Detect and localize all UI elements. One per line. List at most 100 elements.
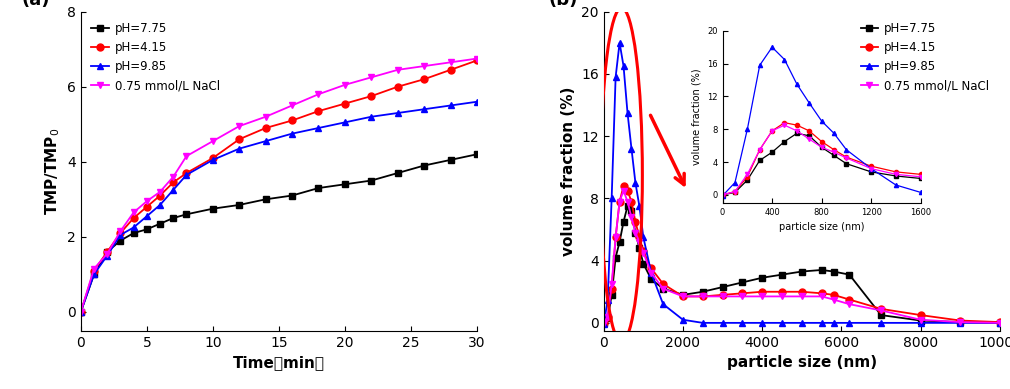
pH=9.85 — [207, 158, 219, 162]
pH=7.75 — [602, 316, 614, 321]
pH=7.75 — [181, 212, 193, 217]
pH=4.15 — [610, 235, 622, 240]
pH=7.75 — [645, 277, 658, 282]
pH=7.75 — [629, 230, 641, 235]
pH=7.75 — [613, 240, 625, 244]
Line: pH=4.15: pH=4.15 — [78, 57, 481, 315]
0.75 mmol/L NaCl — [260, 114, 272, 119]
pH=9.85 — [127, 225, 139, 230]
pH=7.75 — [756, 275, 769, 280]
pH=7.75 — [444, 158, 457, 162]
pH=9.85 — [843, 321, 855, 325]
0.75 mmol/L NaCl — [444, 60, 457, 65]
pH=9.85 — [637, 235, 649, 240]
pH=7.75 — [776, 272, 788, 277]
pH=9.85 — [625, 146, 637, 151]
pH=9.85 — [444, 103, 457, 108]
pH=7.75 — [418, 163, 430, 168]
pH=9.85 — [286, 131, 298, 136]
0.75 mmol/L NaCl — [796, 294, 808, 299]
0.75 mmol/L NaCl — [88, 266, 100, 271]
0.75 mmol/L NaCl — [633, 240, 645, 244]
pH=9.85 — [633, 204, 645, 209]
pH=9.85 — [602, 297, 614, 302]
pH=9.85 — [181, 173, 193, 177]
pH=4.15 — [366, 94, 378, 98]
pH=7.75 — [697, 289, 709, 294]
pH=4.15 — [233, 137, 245, 142]
0.75 mmol/L NaCl — [954, 320, 967, 324]
pH=9.85 — [75, 310, 87, 314]
pH=4.15 — [606, 286, 618, 291]
0.75 mmol/L NaCl — [75, 310, 87, 314]
pH=7.75 — [598, 321, 610, 325]
pH=7.75 — [366, 178, 378, 183]
pH=4.15 — [633, 235, 645, 240]
pH=9.85 — [392, 110, 404, 115]
pH=7.75 — [677, 293, 689, 297]
Legend: pH=7.75, pH=4.15, pH=9.85, 0.75 mmol/L NaCl: pH=7.75, pH=4.15, pH=9.85, 0.75 mmol/L N… — [87, 18, 225, 97]
0.75 mmol/L NaCl — [716, 294, 728, 299]
0.75 mmol/L NaCl — [776, 294, 788, 299]
pH=9.85 — [677, 317, 689, 322]
pH=4.15 — [286, 118, 298, 123]
pH=7.75 — [207, 206, 219, 211]
pH=7.75 — [875, 313, 887, 317]
pH=9.85 — [617, 64, 629, 68]
pH=4.15 — [444, 68, 457, 72]
0.75 mmol/L NaCl — [677, 294, 689, 299]
pH=4.15 — [260, 126, 272, 130]
pH=7.75 — [88, 272, 100, 277]
pH=4.15 — [954, 318, 967, 323]
pH=4.15 — [418, 77, 430, 82]
pH=4.15 — [140, 205, 153, 209]
0.75 mmol/L NaCl — [471, 56, 483, 61]
pH=4.15 — [101, 249, 113, 254]
pH=7.75 — [796, 269, 808, 274]
0.75 mmol/L NaCl — [625, 215, 637, 219]
pH=4.15 — [613, 199, 625, 204]
pH=9.85 — [312, 126, 324, 130]
pH=7.75 — [843, 272, 855, 277]
Line: pH=9.85: pH=9.85 — [600, 39, 1003, 328]
pH=4.15 — [75, 310, 87, 314]
pH=7.75 — [658, 286, 670, 291]
pH=4.15 — [756, 289, 769, 294]
0.75 mmol/L NaCl — [617, 188, 629, 193]
Line: pH=7.75: pH=7.75 — [600, 203, 1003, 326]
0.75 mmol/L NaCl — [181, 154, 193, 158]
pH=9.85 — [815, 321, 827, 325]
pH=7.75 — [637, 261, 649, 266]
Line: 0.75 mmol/L NaCl: 0.75 mmol/L NaCl — [78, 55, 481, 315]
0.75 mmol/L NaCl — [286, 103, 298, 108]
0.75 mmol/L NaCl — [114, 229, 126, 233]
pH=4.15 — [736, 291, 748, 296]
pH=4.15 — [312, 109, 324, 114]
pH=4.15 — [645, 266, 658, 271]
X-axis label: Time（min）: Time（min） — [233, 355, 325, 370]
0.75 mmol/L NaCl — [736, 294, 748, 299]
pH=7.75 — [617, 219, 629, 224]
pH=4.15 — [602, 314, 614, 319]
0.75 mmol/L NaCl — [827, 297, 839, 302]
0.75 mmol/L NaCl — [606, 282, 618, 286]
pH=7.75 — [312, 186, 324, 190]
pH=9.85 — [776, 321, 788, 325]
pH=9.85 — [796, 321, 808, 325]
pH=9.85 — [606, 196, 618, 201]
pH=7.75 — [915, 318, 927, 323]
0.75 mmol/L NaCl — [338, 82, 350, 87]
pH=9.85 — [994, 321, 1006, 325]
pH=9.85 — [260, 139, 272, 144]
pH=9.85 — [154, 203, 166, 207]
pH=7.75 — [286, 193, 298, 198]
0.75 mmol/L NaCl — [915, 317, 927, 322]
pH=9.85 — [658, 302, 670, 307]
pH=7.75 — [610, 255, 622, 260]
pH=9.85 — [716, 321, 728, 325]
pH=4.15 — [776, 289, 788, 294]
pH=7.75 — [101, 249, 113, 254]
pH=4.15 — [915, 313, 927, 317]
pH=4.15 — [392, 84, 404, 89]
0.75 mmol/L NaCl — [233, 124, 245, 128]
